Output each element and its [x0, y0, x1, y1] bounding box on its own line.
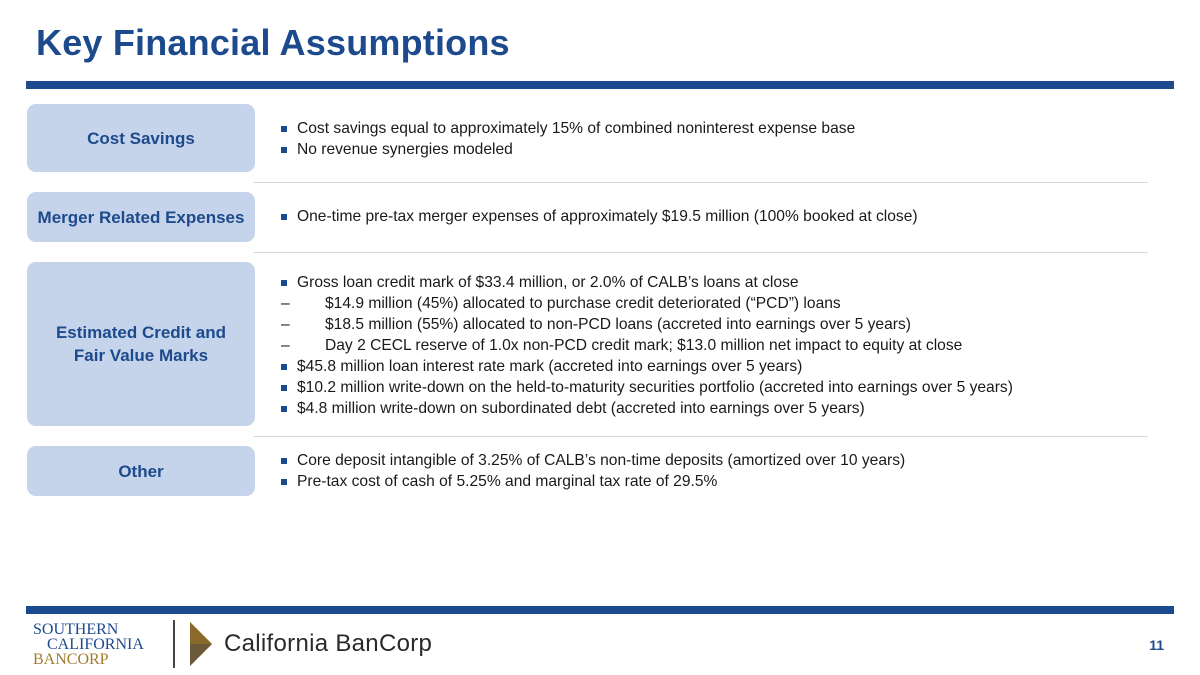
- bullet-item: $10.2 million write-down on the held-to-…: [280, 377, 1013, 398]
- bullet-list: Cost savings equal to approximately 15% …: [280, 118, 855, 160]
- section-divider: [254, 436, 1148, 437]
- logo-line: Southern: [33, 621, 119, 638]
- section-cost-savings: Cost Savings Cost savings equal to appro…: [26, 104, 1174, 174]
- logo-line: California: [47, 636, 144, 653]
- section-label-box: Cost Savings: [27, 104, 255, 172]
- sub-bullet-item: Day 2 CECL reserve of 1.0x non-PCD credi…: [280, 335, 1013, 356]
- section-label: Merger Related Expenses: [37, 207, 245, 227]
- section-credit-marks: Estimated Credit and Fair Value Marks Gr…: [26, 262, 1174, 428]
- bullet-item: $45.8 million loan interest rate mark (a…: [280, 356, 1013, 377]
- bullet-item: $4.8 million write-down on subordinated …: [280, 398, 1013, 419]
- bullet-list: One-time pre-tax merger expenses of appr…: [280, 206, 918, 227]
- logo-line: Bancorp: [33, 651, 109, 668]
- page-title: Key Financial Assumptions: [36, 22, 510, 63]
- bullet-item: Cost savings equal to approximately 15% …: [280, 118, 855, 139]
- bullet-list: Gross loan credit mark of $33.4 million,…: [280, 272, 1013, 419]
- bullet-item: No revenue synergies modeled: [280, 139, 855, 160]
- section-divider: [254, 182, 1148, 183]
- section-other: Other Core deposit intangible of 3.25% o…: [26, 446, 1174, 498]
- california-bancorp-logo-text: California BanCorp: [224, 630, 433, 657]
- bullet-list: Core deposit intangible of 3.25% of CALB…: [280, 450, 905, 492]
- header-rule: [26, 81, 1174, 89]
- bullet-item: One-time pre-tax merger expenses of appr…: [280, 206, 918, 227]
- page-number: 11: [1149, 637, 1164, 653]
- section-label-box: Estimated Credit and Fair Value Marks: [27, 262, 255, 426]
- section-label-line2: Fair Value Marks: [73, 346, 209, 365]
- section-label-line1: Estimated Credit and: [55, 323, 227, 342]
- bullet-item: Pre-tax cost of cash of 5.25% and margin…: [280, 471, 905, 492]
- logo-separator: [173, 620, 175, 668]
- section-label-box: Other: [27, 446, 255, 496]
- california-bancorp-mark-icon: [190, 622, 212, 666]
- southern-california-bancorp-logo: Southern California Bancorp: [33, 621, 144, 668]
- section-label: Cost Savings: [87, 128, 195, 148]
- section-label: Other: [118, 461, 164, 481]
- sub-bullet-item: $18.5 million (55%) allocated to non-PCD…: [280, 314, 1013, 335]
- sub-bullet-item: $14.9 million (45%) allocated to purchas…: [280, 293, 1013, 314]
- bullet-item: Core deposit intangible of 3.25% of CALB…: [280, 450, 905, 471]
- section-merger-expenses: Merger Related Expenses One-time pre-tax…: [26, 192, 1174, 244]
- section-label-box: Merger Related Expenses: [27, 192, 255, 242]
- section-divider: [254, 252, 1148, 253]
- footer-rule: [26, 606, 1174, 614]
- bullet-item: Gross loan credit mark of $33.4 million,…: [280, 272, 1013, 293]
